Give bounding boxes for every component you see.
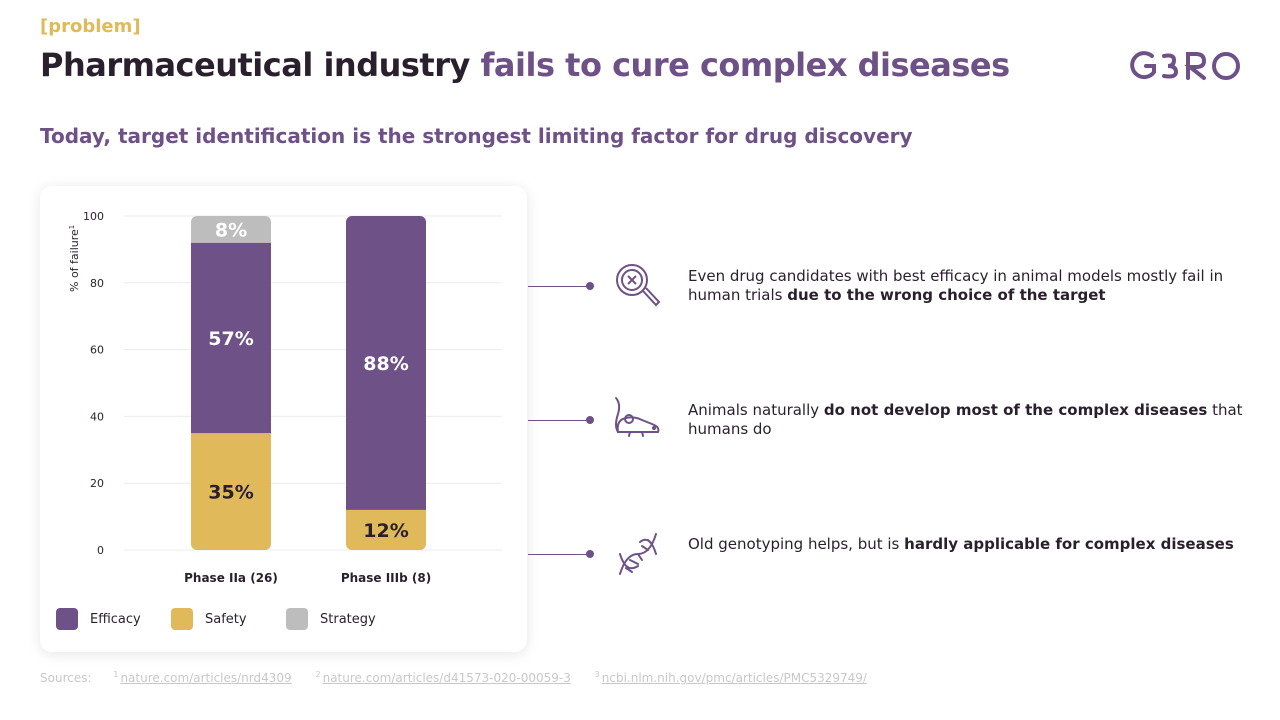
bar-strategy bbox=[191, 216, 271, 243]
bar-safety bbox=[346, 509, 426, 550]
legend-label: Safety bbox=[205, 611, 247, 627]
point-3-text: Old genotyping helps, but is hardly appl… bbox=[688, 535, 1234, 553]
page-title: Pharmaceutical industry fails to cure co… bbox=[40, 46, 1010, 84]
y-tick-label: 60 bbox=[90, 344, 104, 357]
legend-label: Efficacy bbox=[90, 611, 141, 627]
data-label: 88% bbox=[363, 353, 408, 375]
y-tick-label: 80 bbox=[90, 277, 104, 290]
point-2-text: Animals naturally do not develop most of… bbox=[688, 401, 1243, 438]
legend-item-strategy: Strategy bbox=[286, 608, 401, 630]
legend-item-efficacy: Efficacy bbox=[56, 608, 171, 630]
bar-efficacy bbox=[191, 242, 271, 434]
point-2: Animals naturally do not develop most of… bbox=[528, 390, 1280, 450]
legend-swatch bbox=[56, 608, 78, 630]
data-label: 57% bbox=[208, 328, 253, 350]
chart-legend: Efficacy Safety Strategy bbox=[56, 608, 401, 630]
sources-label: Sources: bbox=[40, 671, 92, 685]
subtitle: Today, target identification is the stro… bbox=[40, 124, 913, 148]
key-points: Even drug candidates with best efficacy … bbox=[528, 0, 1280, 720]
title-part-1: Pharmaceutical industry bbox=[40, 46, 470, 84]
legend-label: Strategy bbox=[320, 611, 376, 627]
source-2-link[interactable]: nature.com/articles/d41573-020-00059-3 bbox=[322, 671, 571, 685]
title-part-2: fails to cure complex diseases bbox=[480, 46, 1011, 84]
mouse-icon bbox=[615, 397, 660, 437]
magnifier-x-icon bbox=[616, 264, 661, 307]
data-label: 35% bbox=[208, 482, 253, 504]
gero-logo bbox=[1130, 51, 1240, 80]
source-1-num: 1 bbox=[113, 670, 119, 679]
data-label: 8% bbox=[215, 219, 247, 241]
y-tick-label: 20 bbox=[90, 477, 104, 490]
bar-group bbox=[191, 216, 271, 550]
y-axis-label: % of failure1 bbox=[68, 225, 81, 292]
point-3: Old genotyping helps, but is hardly appl… bbox=[528, 524, 1280, 584]
dna-icon bbox=[619, 533, 657, 575]
data-label: 12% bbox=[363, 520, 408, 542]
bar-group bbox=[346, 216, 426, 550]
legend-swatch bbox=[171, 608, 193, 630]
point-1-text: Even drug candidates with best efficacy … bbox=[688, 267, 1224, 304]
source-3-num: 3 bbox=[594, 670, 600, 679]
point-1: Even drug candidates with best efficacy … bbox=[528, 256, 1280, 316]
bar-safety bbox=[191, 433, 271, 550]
source-2-num: 2 bbox=[315, 670, 321, 679]
source-3-link[interactable]: ncbi.nlm.nih.gov/pmc/articles/PMC5329749… bbox=[601, 671, 867, 685]
y-tick-label: 40 bbox=[90, 410, 104, 423]
source-1-link[interactable]: nature.com/articles/nrd4309 bbox=[120, 671, 292, 685]
x-tick-label: Phase IIa (26) bbox=[184, 571, 278, 585]
section-tag: [problem] bbox=[40, 16, 141, 37]
legend-item-safety: Safety bbox=[171, 608, 286, 630]
y-tick-label: 0 bbox=[97, 544, 104, 557]
legend-swatch bbox=[286, 608, 308, 630]
bar-efficacy bbox=[346, 216, 426, 510]
chart-card bbox=[40, 186, 527, 652]
x-tick-label: Phase IIIb (8) bbox=[341, 571, 431, 585]
y-tick-label: 100 bbox=[83, 210, 104, 223]
